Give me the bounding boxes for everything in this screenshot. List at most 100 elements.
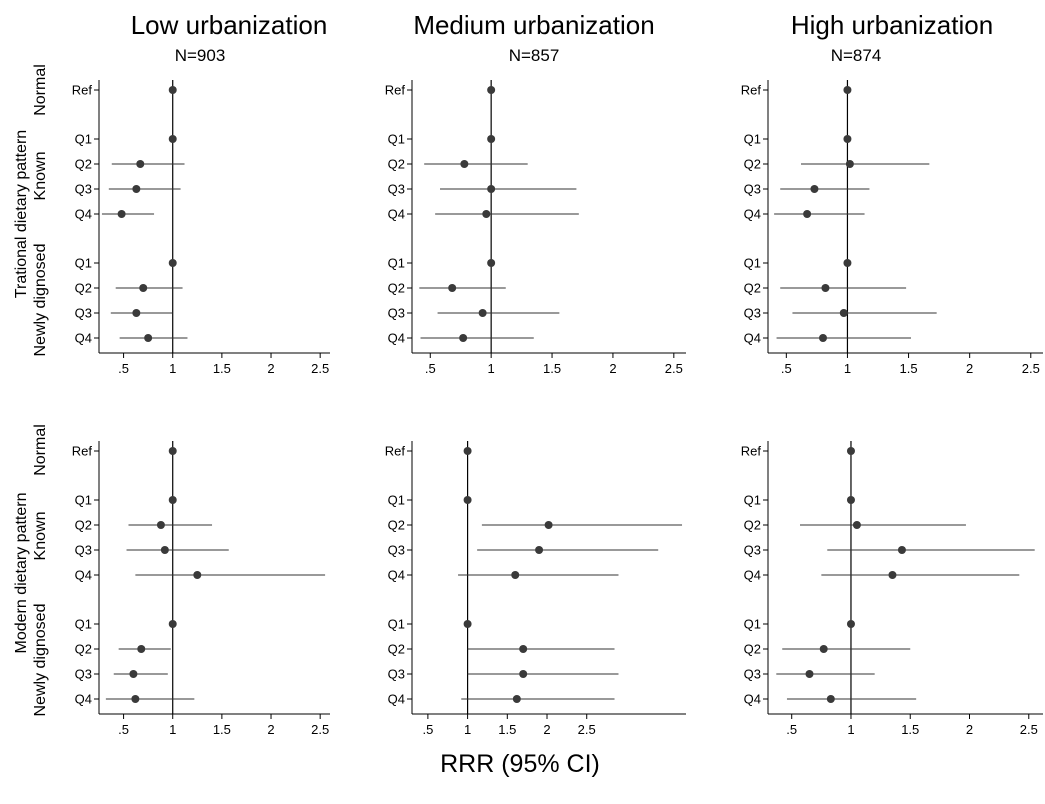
category-label: Q4	[744, 207, 761, 222]
column-n-medium: N=857	[509, 46, 560, 65]
category-label: Q1	[75, 617, 92, 632]
estimate-point	[843, 135, 852, 143]
estimate-point	[168, 86, 177, 94]
category-label: Q4	[75, 207, 92, 222]
row-label-traditional: Trational dietary pattern	[13, 130, 30, 298]
group-label-known-top: Known	[32, 152, 49, 201]
category-label: Q4	[744, 568, 761, 583]
category-label: Q1	[388, 256, 405, 271]
category-label: Q4	[75, 568, 92, 583]
x-tick-label: .5	[425, 361, 436, 376]
x-tick-label: 2.5	[1022, 361, 1040, 376]
category-label: Q4	[388, 207, 405, 222]
estimate-point	[487, 185, 496, 193]
category-label: Q3	[744, 667, 761, 682]
x-tick-label: 1.5	[213, 361, 231, 376]
estimate-point	[487, 259, 496, 267]
category-label: Ref	[72, 83, 93, 98]
x-tick-label: 1.5	[498, 722, 516, 737]
group-label-known-bottom: Known	[32, 512, 49, 561]
category-label: Ref	[741, 444, 762, 459]
category-label: Q1	[75, 132, 92, 147]
forest-panel: .5 1 1.5 2 2.5 Ref Q1 Q2 Q3 Q4 Q1 Q2 Q3 Q4	[385, 80, 686, 376]
category-label: Q1	[75, 493, 92, 508]
category-label: Q2	[75, 157, 92, 172]
forest-panel: .5 1 1.5 2 2.5 Ref Q1 Q2 Q3 Q4 Q1 Q2 Q3 Q4	[741, 441, 1043, 737]
estimate-point	[845, 160, 854, 168]
estimate-point	[463, 620, 472, 628]
category-label: Q1	[744, 493, 761, 508]
column-n-high: N=874	[831, 46, 882, 65]
category-label: Q3	[744, 306, 761, 321]
estimate-point	[160, 546, 169, 554]
estimate-point	[535, 546, 544, 554]
estimate-point	[132, 309, 141, 317]
category-label: Q4	[744, 331, 761, 346]
category-label: Q2	[744, 281, 761, 296]
category-label: Q3	[744, 182, 761, 197]
estimate-point	[168, 447, 177, 455]
x-tick-label: 2	[966, 361, 973, 376]
category-label: Q2	[744, 518, 761, 533]
estimate-point	[156, 521, 165, 529]
x-tick-label: 1.5	[213, 722, 231, 737]
x-tick-label: 2	[267, 722, 274, 737]
x-tick-label: 1.5	[901, 722, 919, 737]
category-label: Q3	[388, 182, 405, 197]
category-label: Q2	[75, 518, 92, 533]
estimate-point	[846, 447, 855, 455]
category-label: Q4	[744, 692, 761, 707]
x-axis-title: RRR (95% CI)	[440, 750, 600, 778]
estimate-point	[805, 670, 814, 678]
category-label: Q3	[75, 667, 92, 682]
category-label: Q4	[388, 331, 405, 346]
estimate-point	[810, 185, 819, 193]
estimate-point	[843, 86, 852, 94]
estimate-point	[846, 496, 855, 504]
category-label: Ref	[72, 444, 93, 459]
x-tick-label: 1	[488, 361, 495, 376]
x-tick-label: 1.5	[900, 361, 918, 376]
x-tick-label: 1	[847, 722, 854, 737]
estimate-point	[888, 571, 897, 579]
category-label: Q3	[744, 543, 761, 558]
estimate-point	[137, 645, 146, 653]
x-tick-label: 2	[966, 722, 973, 737]
group-label-newly-top: Newly dignosed	[32, 244, 49, 357]
estimate-point	[136, 160, 145, 168]
category-label: Q1	[75, 256, 92, 271]
x-tick-label: 1	[169, 722, 176, 737]
category-label: Q3	[75, 182, 92, 197]
category-label: Q2	[744, 642, 761, 657]
category-label: Q3	[388, 306, 405, 321]
row-label-modern: Modern dietary pattern	[13, 493, 30, 654]
estimate-point	[139, 284, 148, 292]
estimate-point	[519, 645, 528, 653]
category-label: Q3	[75, 543, 92, 558]
category-label: Q3	[75, 306, 92, 321]
x-tick-label: 1	[844, 361, 851, 376]
group-label-normal-top: Normal	[32, 64, 49, 116]
estimate-point	[803, 210, 812, 218]
category-label: Q3	[388, 543, 405, 558]
estimate-point	[131, 695, 140, 703]
category-label: Q2	[744, 157, 761, 172]
estimate-point	[117, 210, 126, 218]
category-label: Q2	[388, 642, 405, 657]
estimate-point	[843, 259, 852, 267]
estimate-point	[839, 309, 848, 317]
x-tick-label: 2.5	[665, 361, 683, 376]
x-tick-label: 2.5	[311, 722, 329, 737]
group-label-newly-bottom: Newly dignosed	[32, 604, 49, 717]
column-n-low: N=903	[175, 46, 226, 65]
category-label: Ref	[741, 83, 762, 98]
category-label: Q1	[744, 256, 761, 271]
estimate-point	[487, 135, 496, 143]
column-title-low: Low urbanization	[131, 10, 328, 40]
x-tick-label: 2.5	[578, 722, 596, 737]
category-label: Ref	[385, 83, 406, 98]
x-tick-label: .5	[118, 361, 129, 376]
category-label: Q2	[388, 157, 405, 172]
category-label: Q2	[388, 281, 405, 296]
forest-panel: .5 1 1.5 2 2.5 Ref Q1 Q2 Q3 Q4 Q1 Q2 Q3 Q4	[741, 80, 1043, 376]
